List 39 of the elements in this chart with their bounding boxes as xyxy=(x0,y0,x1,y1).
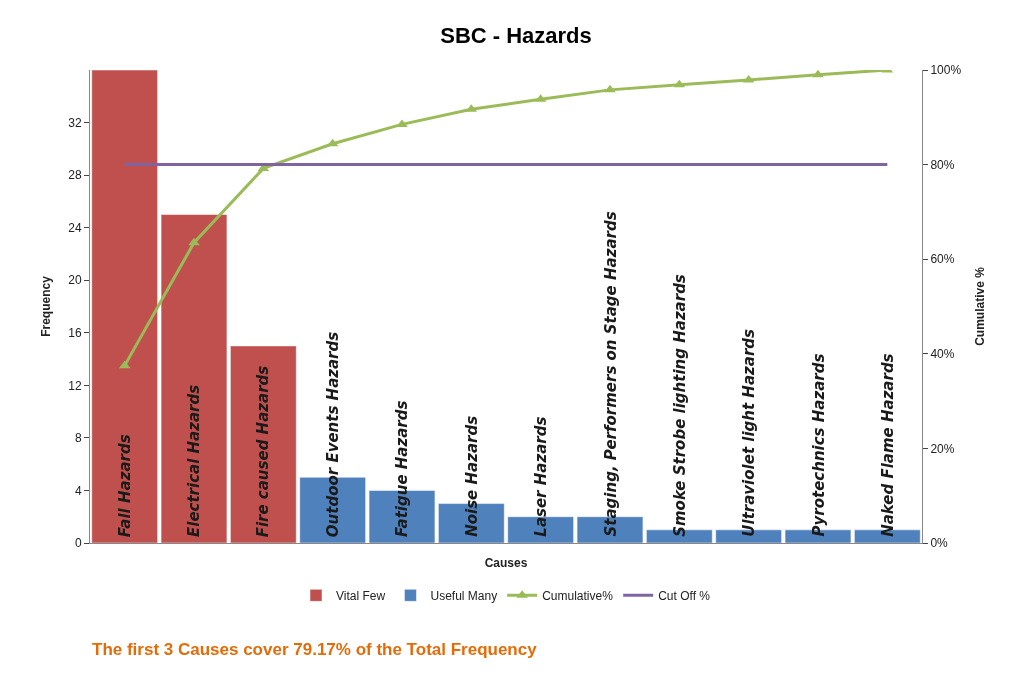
point xyxy=(188,237,200,246)
x-axis-title: Causes xyxy=(484,555,528,570)
y-tick-label: 24 xyxy=(68,220,82,235)
x-tick-label: Fall Hazards xyxy=(116,434,135,538)
y2-tick-label: 40% xyxy=(930,347,955,361)
legend-label: Cumulative% xyxy=(542,589,614,604)
y-tick-label: 4 xyxy=(74,483,82,498)
y-tick-label: 12 xyxy=(68,378,82,393)
y2-tick-label: 80% xyxy=(930,157,955,172)
y2-axis-title: Cumulative % xyxy=(973,266,988,346)
x-tick-label: Electrical Hazards xyxy=(185,384,203,537)
x-tick-label: Naked Flame Hazards xyxy=(878,353,897,537)
legend-label: Cut Off % xyxy=(658,589,711,604)
y-tick-label: 16 xyxy=(68,325,82,340)
x-tick-label: Smoke Strobe lighting Hazards xyxy=(670,274,689,537)
bar xyxy=(160,214,228,543)
x-tick-label: Laser Hazards xyxy=(531,416,550,537)
chart-title: SBC - Hazards xyxy=(440,22,592,48)
y2-tick-label: 60% xyxy=(930,252,955,267)
text: The first 3 Causes cover 79.17% of the Total Frequency xyxy=(92,640,538,659)
x-tick-label: Fatigue Hazards xyxy=(393,400,411,537)
y-axis-title: Frequency xyxy=(38,275,53,337)
y2-tick-label: 20% xyxy=(930,441,955,456)
y2-tick-label: 100% xyxy=(930,63,962,78)
x-tick-label: Staging, Performers on Stage Hazards xyxy=(601,211,620,537)
y-tick-label: 8 xyxy=(74,431,82,446)
legend-label: Useful Many xyxy=(430,589,498,604)
x-tick-label: Outdoor Events Hazards xyxy=(324,331,343,538)
bar xyxy=(230,345,297,543)
y-tick-label: 20 xyxy=(68,273,82,288)
x-tick-label: Ultraviolet light Hazards xyxy=(739,328,758,537)
y-tick-label: 32 xyxy=(68,115,82,130)
legend-label: Vital Few xyxy=(336,589,386,604)
y-tick-label: 0 xyxy=(74,536,82,551)
x-tick-label: Fire caused Hazards xyxy=(254,365,273,538)
y-tick-label: 28 xyxy=(68,168,82,183)
x-tick-label: Noise Hazards xyxy=(462,415,481,537)
x-tick-label: Pyrotechnics Hazards xyxy=(809,353,828,537)
y2-tick-label: 0% xyxy=(930,536,949,551)
